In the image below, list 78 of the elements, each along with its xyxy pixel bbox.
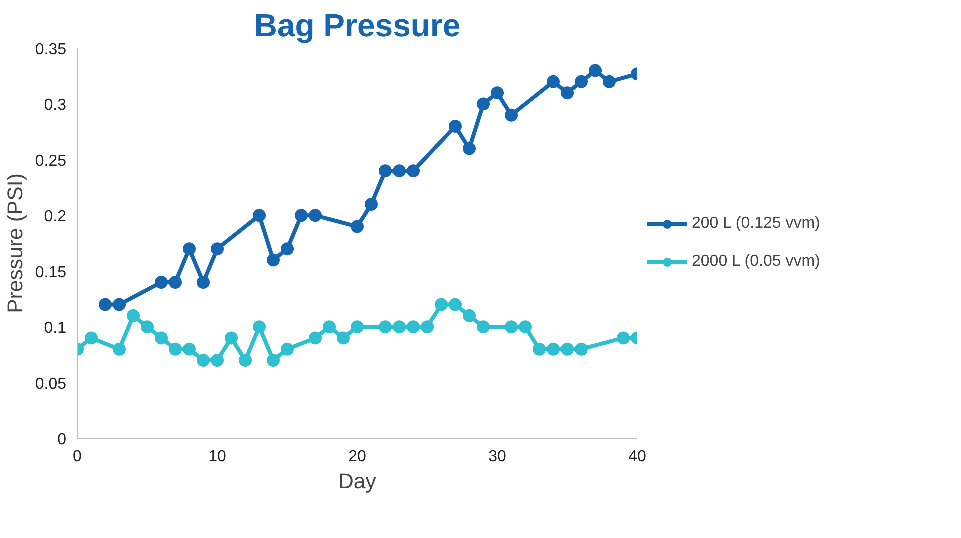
x-axis-title: Day	[338, 470, 377, 494]
point	[449, 120, 462, 133]
point	[435, 298, 448, 312]
point	[99, 298, 112, 312]
point	[365, 198, 378, 211]
x-tick-label: 40	[628, 448, 646, 466]
y-tick-label: 0.3	[44, 97, 67, 114]
point	[393, 164, 406, 178]
point	[519, 320, 532, 334]
point	[617, 332, 630, 345]
point	[253, 320, 266, 334]
point	[197, 276, 210, 289]
point	[379, 320, 392, 334]
point	[281, 242, 294, 256]
point	[477, 320, 490, 334]
point	[155, 332, 168, 345]
point	[169, 342, 182, 356]
point	[267, 254, 280, 267]
point	[491, 86, 504, 100]
point	[547, 75, 560, 88]
x-tick-label: 10	[208, 448, 226, 466]
point	[533, 342, 546, 356]
point	[267, 354, 280, 367]
point	[547, 342, 560, 356]
point	[127, 309, 140, 322]
point	[113, 342, 126, 356]
point	[337, 332, 350, 345]
point	[225, 332, 238, 345]
point	[197, 354, 210, 367]
y-tick-label: 0.25	[35, 152, 67, 170]
point	[505, 108, 518, 122]
point	[211, 354, 224, 367]
y-tick-label: 0.2	[44, 208, 67, 226]
point	[183, 242, 196, 256]
point	[281, 342, 294, 356]
point	[393, 320, 406, 334]
point	[239, 354, 252, 367]
point	[295, 209, 308, 222]
point	[575, 75, 588, 88]
chart-title: Bag Pressure	[254, 8, 461, 44]
point	[449, 298, 462, 312]
y-tick-label: 0	[58, 432, 67, 448]
point	[323, 320, 336, 334]
legend-label: 200 L (0.125 vvm)	[692, 215, 820, 233]
point	[561, 342, 574, 356]
point	[309, 209, 322, 222]
point	[575, 342, 588, 356]
x-tick-label: 20	[348, 448, 366, 466]
point	[505, 320, 518, 334]
point	[603, 75, 616, 88]
point	[155, 276, 168, 289]
point	[463, 309, 476, 322]
point	[211, 242, 224, 256]
point	[463, 142, 476, 156]
y-tick-label: 0.35	[35, 42, 67, 58]
point	[561, 86, 574, 100]
point	[309, 332, 322, 345]
point	[351, 320, 364, 334]
point	[253, 209, 266, 222]
point	[477, 98, 490, 111]
y-tick-label: 0.05	[35, 376, 67, 393]
point	[379, 164, 392, 178]
y-tick-label: 0.15	[35, 264, 67, 282]
y-tick-label: 0.1	[44, 320, 67, 338]
point	[141, 320, 154, 334]
point	[351, 220, 364, 234]
point	[407, 320, 420, 334]
point	[183, 342, 196, 356]
x-tick-label: 0	[73, 448, 82, 466]
y-axis-title: Pressure (PSI)	[3, 174, 28, 314]
point	[113, 298, 126, 312]
point	[421, 320, 434, 334]
point	[589, 64, 602, 78]
point	[407, 164, 420, 178]
x-tick-label: 30	[488, 448, 506, 466]
point	[85, 332, 98, 345]
point	[169, 276, 182, 289]
legend-label: 2000 L (0.05 vvm)	[692, 253, 820, 271]
